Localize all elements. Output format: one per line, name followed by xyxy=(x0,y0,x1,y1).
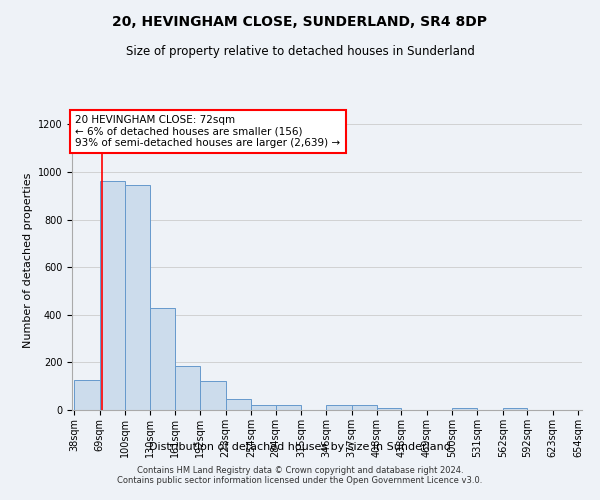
Text: Distribution of detached houses by size in Sunderland: Distribution of detached houses by size … xyxy=(149,442,451,452)
Bar xyxy=(226,400,251,410)
Bar xyxy=(377,408,401,410)
Bar xyxy=(326,405,352,410)
Bar xyxy=(149,308,175,410)
Bar xyxy=(100,182,125,410)
Bar xyxy=(352,405,377,410)
Text: 20 HEVINGHAM CLOSE: 72sqm
← 6% of detached houses are smaller (156)
93% of semi-: 20 HEVINGHAM CLOSE: 72sqm ← 6% of detach… xyxy=(75,115,340,148)
Y-axis label: Number of detached properties: Number of detached properties xyxy=(23,172,34,348)
Bar xyxy=(74,380,100,410)
Bar xyxy=(200,382,226,410)
Text: Size of property relative to detached houses in Sunderland: Size of property relative to detached ho… xyxy=(125,45,475,58)
Text: 20, HEVINGHAM CLOSE, SUNDERLAND, SR4 8DP: 20, HEVINGHAM CLOSE, SUNDERLAND, SR4 8DP xyxy=(113,15,487,29)
Bar xyxy=(125,185,149,410)
Bar xyxy=(275,405,301,410)
Bar xyxy=(251,405,275,410)
Bar xyxy=(503,408,527,410)
Bar xyxy=(452,408,478,410)
Bar xyxy=(175,366,200,410)
Text: Contains HM Land Registry data © Crown copyright and database right 2024.
Contai: Contains HM Land Registry data © Crown c… xyxy=(118,466,482,485)
